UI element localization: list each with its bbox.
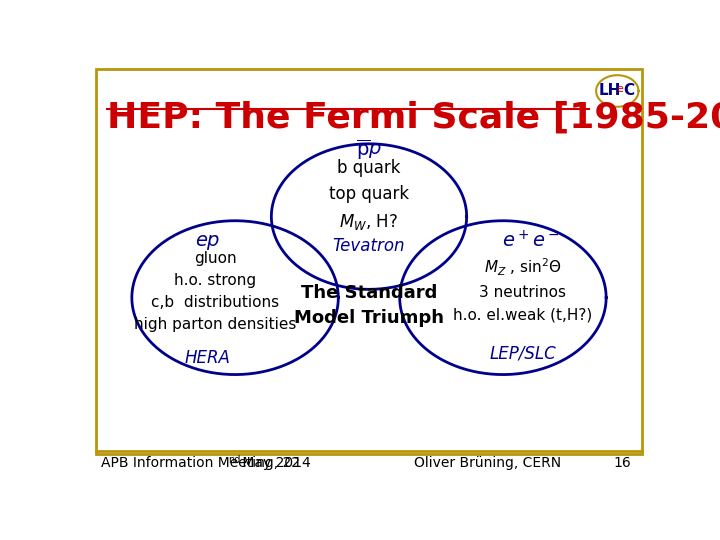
Text: ep: ep	[195, 231, 220, 250]
Text: $\overline{\rm p}$p: $\overline{\rm p}$p	[356, 138, 382, 163]
Text: b quark
top quark
$M_W$, H?: b quark top quark $M_W$, H?	[329, 159, 409, 233]
Text: C: C	[624, 84, 634, 98]
Text: nd: nd	[228, 455, 240, 465]
Text: Oliver Brüning, CERN: Oliver Brüning, CERN	[413, 456, 561, 470]
Text: $M_Z$ , sin$^2\Theta$
3 neutrinos
h.o. el.weak (t,H?): $M_Z$ , sin$^2\Theta$ 3 neutrinos h.o. e…	[453, 256, 592, 322]
Text: APB Information Meeting, 22: APB Information Meeting, 22	[101, 456, 300, 470]
Text: HEP: The Fermi Scale [1985-2010]: HEP: The Fermi Scale [1985-2010]	[107, 100, 720, 134]
Text: Tevatron: Tevatron	[333, 237, 405, 255]
Text: HERA: HERA	[184, 349, 230, 367]
Text: May 2014: May 2014	[238, 456, 311, 470]
Text: gluon
h.o. strong
c,b  distributions
high parton densities: gluon h.o. strong c,b distributions high…	[135, 251, 297, 332]
Text: The Standard
Model Triumph: The Standard Model Triumph	[294, 285, 444, 327]
Text: LH: LH	[599, 84, 621, 98]
Text: $e^+e^-$: $e^+e^-$	[502, 230, 559, 251]
Text: 16: 16	[613, 456, 631, 470]
Text: LEP/SLC: LEP/SLC	[489, 345, 556, 363]
Text: e: e	[617, 84, 624, 93]
